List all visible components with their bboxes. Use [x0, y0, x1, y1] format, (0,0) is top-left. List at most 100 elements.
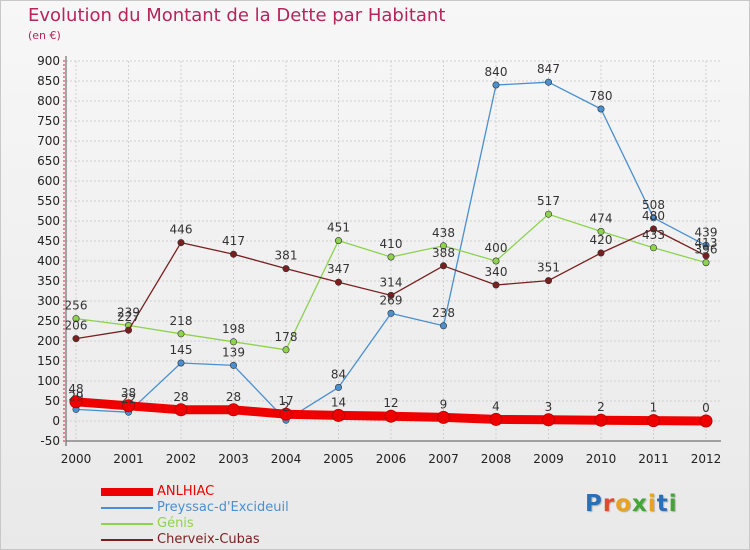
- y-tick-label: 50: [45, 394, 60, 408]
- x-tick-label: 2009: [533, 452, 564, 466]
- data-point: [174, 403, 188, 417]
- data-label: 1: [650, 401, 658, 415]
- x-tick-label: 2006: [376, 452, 407, 466]
- data-point: [647, 414, 660, 428]
- data-point: [334, 237, 342, 245]
- x-tick-label: 2011: [638, 452, 669, 466]
- data-point: [387, 291, 395, 299]
- data-label: 28: [173, 390, 188, 404]
- data-point: [282, 265, 290, 273]
- logo-letter: P: [585, 491, 603, 517]
- x-tick-label: 2003: [218, 452, 249, 466]
- logo-letter: i: [647, 491, 657, 517]
- y-tick-label: -50: [40, 434, 60, 448]
- data-label: 178: [275, 330, 298, 344]
- data-label: 517: [537, 194, 560, 208]
- data-label: 388: [432, 246, 455, 260]
- y-tick-label: 500: [37, 214, 60, 228]
- data-label: 410: [380, 237, 403, 251]
- data-point: [439, 262, 447, 270]
- data-point: [227, 403, 240, 417]
- data-point: [177, 239, 185, 247]
- y-tick-label: 100: [37, 374, 60, 388]
- data-label: 351: [537, 261, 560, 275]
- data-point: [492, 257, 500, 265]
- legend-swatch: [101, 488, 153, 496]
- data-point: [597, 249, 605, 257]
- y-tick-label: 300: [37, 294, 60, 308]
- legend-label: Preyssac-d'Excideuil: [157, 500, 289, 515]
- logo-letter: o: [615, 491, 633, 517]
- data-point: [439, 322, 447, 330]
- data-label: 4: [492, 399, 500, 413]
- data-point: [439, 242, 447, 250]
- data-point: [332, 408, 345, 422]
- y-tick-label: 800: [37, 94, 60, 108]
- y-tick-label: 250: [37, 314, 60, 328]
- y-tick-label: 350: [37, 274, 60, 288]
- legend-label: ANLHIAC: [157, 484, 215, 499]
- data-label: 269: [380, 293, 403, 307]
- data-label: 508: [642, 198, 665, 212]
- data-label: 381: [275, 249, 298, 263]
- data-label: 347: [327, 262, 350, 276]
- data-label: 239: [117, 305, 140, 319]
- data-point: [279, 407, 293, 421]
- data-point: [542, 413, 555, 427]
- data-label: 439: [695, 225, 718, 239]
- logo-letter: r: [602, 491, 616, 517]
- data-point: [334, 383, 342, 391]
- legend-item: ANLHIAC: [101, 484, 361, 500]
- data-label: 84: [331, 367, 346, 381]
- data-point: [230, 338, 238, 346]
- data-point: [177, 359, 185, 367]
- legend-item: Cherveix-Cubas: [101, 532, 361, 548]
- legend-item: Génis: [101, 516, 361, 532]
- data-point: [387, 309, 395, 317]
- y-tick-label: 600: [37, 174, 60, 188]
- data-point: [387, 253, 395, 261]
- data-point: [72, 335, 80, 343]
- data-label: 22: [121, 392, 136, 406]
- data-point: [597, 105, 605, 113]
- y-tick-label: 0: [52, 414, 60, 428]
- data-point: [544, 277, 552, 285]
- data-point: [649, 214, 657, 222]
- data-point: [334, 278, 342, 286]
- data-point: [122, 399, 135, 413]
- x-tick-label: 2010: [586, 452, 617, 466]
- x-tick-label: 2000: [61, 452, 92, 466]
- y-tick-label: 400: [37, 254, 60, 268]
- data-label: 29: [68, 389, 83, 403]
- data-point: [492, 281, 500, 289]
- data-label: 840: [485, 65, 508, 79]
- data-point: [544, 78, 552, 86]
- data-point: [702, 252, 710, 260]
- data-point: [489, 412, 503, 426]
- data-label: 413: [695, 236, 718, 250]
- data-point: [282, 346, 290, 354]
- data-label: 420: [590, 233, 613, 247]
- data-label: 38: [121, 386, 136, 400]
- data-label: 480: [642, 209, 665, 223]
- proxiti-logo: Proxiti: [585, 491, 678, 517]
- y-tick-label: 900: [37, 54, 60, 68]
- y-tick-label: 550: [37, 194, 60, 208]
- x-tick-label: 2007: [428, 452, 459, 466]
- data-label: 227: [117, 310, 140, 324]
- logo-letter: i: [668, 491, 678, 517]
- data-label: 2: [282, 400, 290, 414]
- data-point: [594, 413, 608, 427]
- y-tick-label: 850: [37, 74, 60, 88]
- data-label: 218: [170, 314, 193, 328]
- data-point: [702, 241, 710, 249]
- data-label: 17: [278, 394, 293, 408]
- data-label: 400: [485, 241, 508, 255]
- data-label: 0: [702, 401, 710, 415]
- x-tick-label: 2004: [271, 452, 302, 466]
- legend-swatch: [101, 507, 153, 509]
- x-tick-label: 2012: [691, 452, 722, 466]
- data-label: 139: [222, 345, 245, 359]
